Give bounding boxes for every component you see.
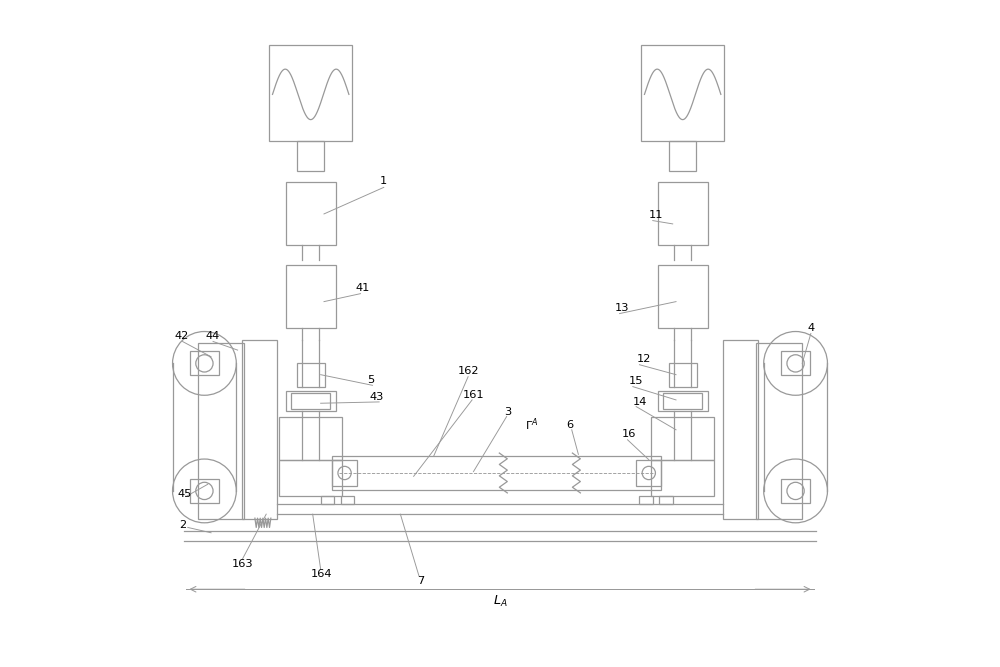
Bar	[651, 460, 714, 496]
Text: 42: 42	[174, 331, 188, 341]
Text: 11: 11	[649, 210, 663, 220]
Text: 15: 15	[629, 376, 643, 386]
Bar	[723, 340, 758, 520]
Bar	[286, 392, 336, 412]
Bar	[321, 496, 334, 504]
Bar	[297, 141, 324, 171]
Text: 4: 4	[807, 323, 814, 334]
Bar	[658, 182, 708, 245]
Bar	[669, 364, 697, 387]
Bar	[659, 496, 673, 504]
Bar	[286, 182, 336, 245]
Bar	[198, 344, 244, 520]
Text: 163: 163	[231, 559, 253, 569]
Bar	[663, 394, 702, 410]
Bar	[269, 45, 352, 141]
Text: 5: 5	[367, 375, 374, 385]
Text: 45: 45	[177, 489, 192, 499]
Bar	[669, 141, 696, 171]
Text: 41: 41	[355, 283, 370, 293]
Text: 2: 2	[179, 520, 186, 530]
Text: $L_A$: $L_A$	[493, 594, 507, 609]
Bar	[639, 496, 653, 504]
Bar	[291, 394, 330, 410]
Bar	[781, 479, 810, 503]
Text: 43: 43	[370, 392, 384, 402]
Bar	[332, 456, 661, 490]
Text: 12: 12	[636, 354, 651, 364]
Bar	[286, 265, 336, 328]
Bar	[658, 392, 708, 412]
Text: 3: 3	[504, 407, 512, 417]
Bar	[658, 265, 708, 328]
Text: 161: 161	[463, 390, 484, 400]
Bar	[242, 340, 277, 520]
Text: 44: 44	[206, 331, 220, 341]
Text: $\Gamma^A$: $\Gamma^A$	[525, 417, 539, 434]
Text: 7: 7	[417, 576, 424, 586]
Bar	[636, 460, 661, 486]
Text: 164: 164	[311, 569, 333, 579]
Bar	[332, 460, 357, 486]
Bar	[279, 460, 342, 496]
Bar	[641, 45, 724, 141]
Text: 14: 14	[632, 397, 647, 407]
Bar	[190, 352, 219, 376]
Bar	[341, 496, 354, 504]
Text: 13: 13	[615, 303, 629, 313]
Bar	[190, 479, 219, 503]
Text: 162: 162	[458, 366, 480, 376]
Text: 16: 16	[622, 430, 636, 440]
Bar	[651, 416, 714, 460]
Bar	[297, 364, 325, 387]
Text: 6: 6	[566, 420, 573, 430]
Bar	[781, 352, 810, 376]
Bar	[756, 344, 802, 520]
Bar	[279, 416, 342, 460]
Text: 1: 1	[380, 175, 387, 185]
